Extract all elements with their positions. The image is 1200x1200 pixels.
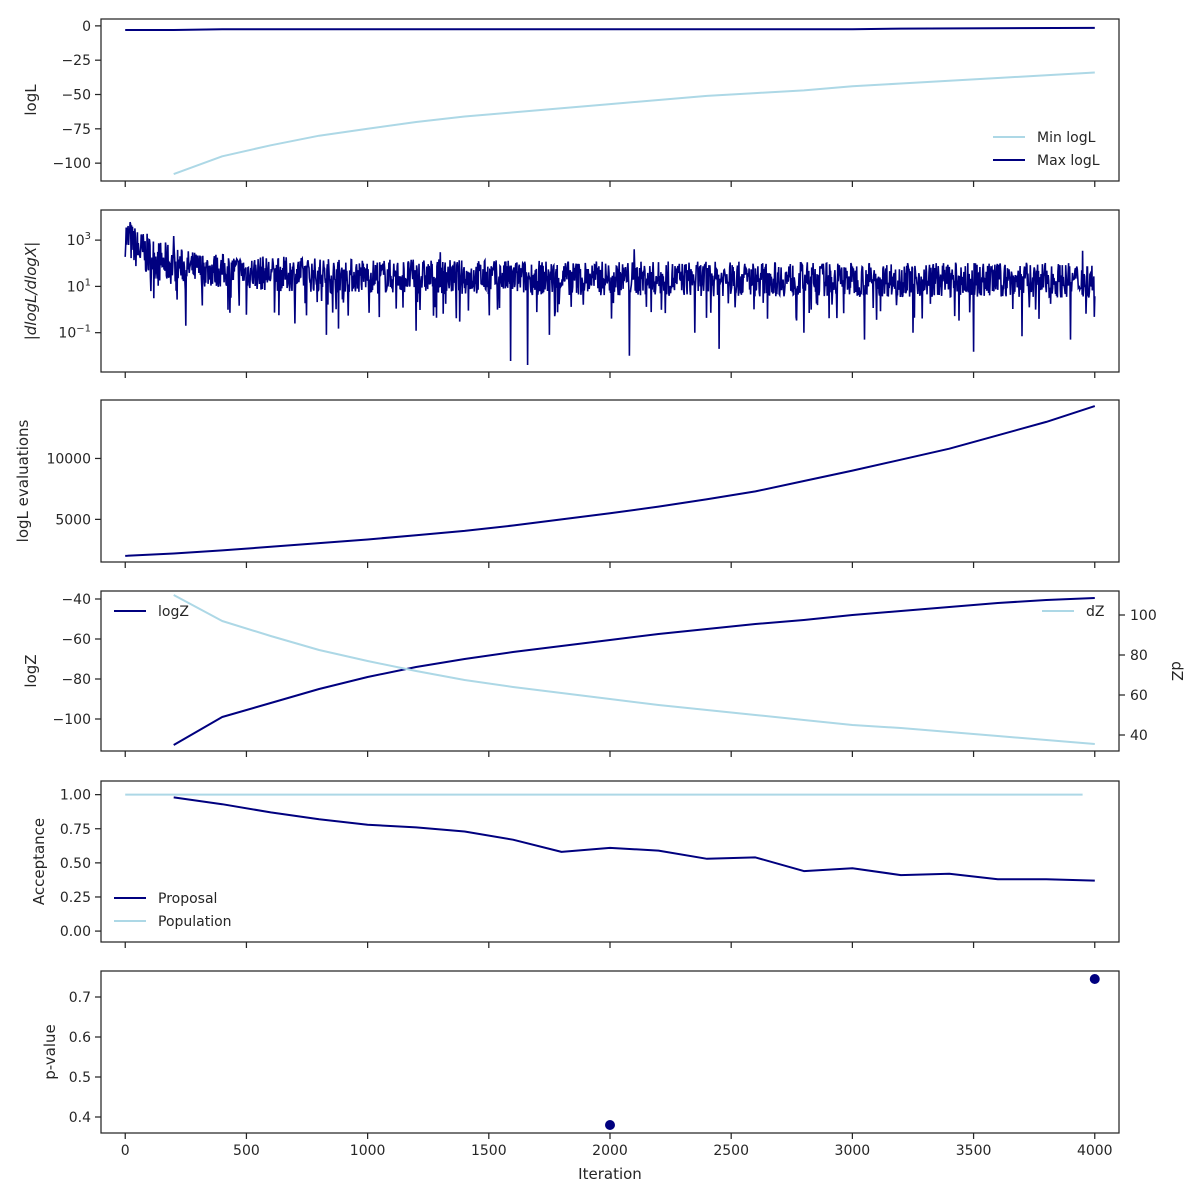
x-tick-label: 0 — [121, 1143, 130, 1159]
panel-logl: 0 −25 −50 −75 −100 logL Min logL Max logL — [22, 18, 1120, 187]
y-tick-label: −50 — [61, 88, 91, 104]
legend-label: Max logL — [1037, 153, 1100, 169]
panel-logz: −40 −60 −80 −100 40 60 80 100 logZ dZ logZ dZ — [22, 590, 1186, 757]
x-tick-label: 500 — [233, 1143, 260, 1159]
x-tick-label: 1500 — [471, 1143, 507, 1159]
data-point — [605, 1120, 615, 1130]
plot-frame — [100, 970, 1120, 1134]
series-line — [173, 594, 1095, 745]
panel-pvalue: 0 500 1000 1500 2000 2500 3000 3500 4000 0.7 0.6 0.… — [41, 970, 1120, 1159]
series-line — [125, 26, 1095, 31]
y2-tick-label: 80 — [1130, 648, 1148, 664]
y-tick-label: 0.6 — [69, 1030, 91, 1046]
y-tick-label: 0.5 — [69, 1070, 91, 1086]
y-axis-label: Acceptance — [30, 818, 48, 905]
y-axis-label: |dlogL/dlogX| — [22, 242, 40, 341]
y-tick-label: 0.75 — [60, 822, 91, 838]
series-line — [124, 221, 1096, 366]
plot-frame — [100, 590, 1120, 752]
panel-acceptance: 1.00 0.75 0.50 0.25 0.00 Acceptance Proposal Po… — [30, 780, 1120, 948]
series-line — [173, 796, 1095, 882]
plot-frame — [100, 18, 1120, 182]
plots: 0 −25 −50 −75 −100 logL Min logL Max logL 103 101… — [14, 18, 1186, 1159]
y-tick-label: 0.50 — [60, 856, 91, 872]
y-tick-label: 103 — [67, 231, 91, 249]
y-tick-label: −40 — [61, 592, 91, 608]
plot-frame — [100, 780, 1120, 943]
y-axis-label: logL — [22, 84, 40, 116]
y2-tick-label: 60 — [1130, 688, 1148, 704]
y-axis-label: p-value — [41, 1024, 59, 1080]
y2-tick-label: 100 — [1130, 608, 1157, 624]
panel-gradient: 103 101 10−1 |dlogL/dlogX| — [22, 209, 1120, 378]
legend-label: dZ — [1086, 604, 1104, 620]
y2-tick-label: 40 — [1130, 728, 1148, 744]
y-tick-label: 10−1 — [58, 324, 91, 342]
y-tick-label: −80 — [61, 672, 91, 688]
y-tick-label: −75 — [61, 122, 91, 138]
y-tick-label: 0.4 — [69, 1110, 91, 1126]
y-tick-label: −100 — [53, 156, 91, 172]
y-tick-label: 5000 — [55, 512, 91, 528]
y-axis-label: logL evaluations — [14, 419, 32, 542]
data-point — [1089, 974, 1100, 984]
x-tick-label: 3500 — [956, 1143, 992, 1159]
y-tick-label: 101 — [67, 277, 91, 295]
y-tick-label: −25 — [61, 53, 91, 69]
legend-label: Population — [158, 914, 232, 930]
y-tick-label: 0.7 — [69, 990, 91, 1006]
legend-label: Min logL — [1037, 130, 1096, 146]
x-axis-label: Iteration — [578, 1165, 642, 1183]
y-axis-label: logZ — [22, 654, 40, 687]
x-tick-label: 2500 — [713, 1143, 749, 1159]
series-line — [173, 597, 1095, 746]
series-line — [125, 405, 1096, 557]
x-tick-label: 1000 — [350, 1143, 386, 1159]
x-tick-label: 3000 — [835, 1143, 871, 1159]
x-tick-label: 2000 — [592, 1143, 628, 1159]
x-tick-label: 4000 — [1077, 1143, 1113, 1159]
y-tick-label: −60 — [61, 632, 91, 648]
series-line — [173, 71, 1095, 176]
panel-evaluations: 5000 10000 logL evaluations — [14, 399, 1120, 568]
legend-label: Proposal — [158, 891, 217, 907]
y-tick-label: 0.25 — [60, 890, 91, 906]
y-tick-label: 10000 — [46, 451, 91, 467]
y-tick-label: 0.00 — [60, 924, 91, 940]
y-tick-label: 0 — [82, 19, 91, 35]
y2-axis-label: dZ — [1168, 661, 1186, 681]
y-tick-label: −100 — [53, 712, 91, 728]
plot-frame — [100, 399, 1120, 563]
legend-label: logZ — [158, 604, 189, 620]
y-tick-label: 1.00 — [60, 788, 91, 804]
